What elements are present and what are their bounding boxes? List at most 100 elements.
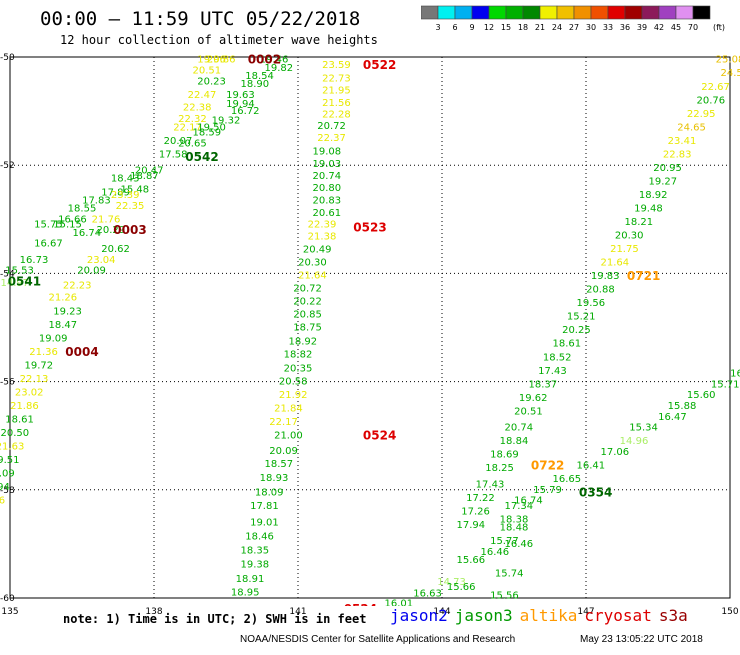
swh-value: 25.08 — [716, 55, 740, 66]
swh-value: 16.74 — [72, 228, 101, 239]
swh-value: 19.32 — [212, 115, 241, 126]
y-tick-label: -56 — [0, 378, 15, 388]
x-tick-label: 147 — [577, 607, 594, 617]
swh-value: 23.41 — [668, 136, 697, 147]
legend-swatch — [692, 5, 711, 20]
swh-value: 16.01 — [384, 598, 413, 609]
swh-value: 20.61 — [312, 208, 341, 219]
satellite-name-jason2: jason2 — [390, 606, 448, 625]
swh-value: 18.87 — [130, 171, 159, 182]
swh-value: 22.39 — [308, 220, 337, 231]
chart-subtitle: 12 hour collection of altimeter wave hei… — [60, 33, 378, 47]
swh-value: 14.96 — [620, 436, 649, 447]
swh-value: 19.94 — [0, 482, 10, 493]
swh-value: 15.66 — [456, 555, 485, 566]
swh-value: 18.69 — [490, 450, 519, 461]
swh-value: 20.80 — [312, 183, 341, 194]
swh-value: 15.34 — [629, 423, 658, 434]
swh-value: 19.96 — [197, 55, 226, 66]
swh-value: 21.56 — [322, 98, 351, 109]
swh-value: 20.88 — [586, 285, 615, 296]
swh-value: 23.39 — [111, 190, 140, 201]
swh-value: 18.47 — [48, 320, 77, 331]
legend-tick: 3 — [435, 23, 440, 32]
pass-label: 0542 — [185, 150, 218, 164]
swh-value: 20.85 — [293, 310, 322, 321]
swh-value: 20.74 — [504, 423, 533, 434]
legend-tick: 30 — [586, 23, 596, 32]
swh-value: 19.72 — [24, 360, 53, 371]
plot-frame — [9, 56, 731, 599]
legend-tick: 21 — [535, 23, 545, 32]
legend-tick: 36 — [620, 23, 630, 32]
swh-value: 21.75 — [610, 244, 639, 255]
swh-value: 18.92 — [288, 337, 317, 348]
swh-value: 19.94 — [226, 99, 255, 110]
swh-value: 18.52 — [543, 352, 572, 363]
legend-swatch — [556, 5, 575, 20]
swh-value: 20.83 — [312, 195, 341, 206]
swh-value: 15.71 — [711, 379, 740, 390]
swh-value: 20.62 — [101, 244, 130, 255]
swh-value: 21.00 — [274, 431, 303, 442]
swh-value: 23.04 — [87, 255, 116, 266]
swh-value: 16.46 — [504, 539, 533, 550]
pass-label: 0524 — [344, 602, 377, 616]
swh-value: 20.51 — [192, 66, 221, 77]
swh-value: 20.74 — [312, 171, 341, 182]
swh-value: 17.22 — [466, 493, 495, 504]
swh-value: 14.73 — [437, 577, 466, 588]
y-tick-label: -60 — [0, 594, 15, 604]
swh-value: 20.76 — [696, 95, 725, 106]
swh-value: 15.66 — [447, 582, 476, 593]
swh-value: 15.75 — [34, 220, 63, 231]
swh-value: 18.91 — [236, 574, 265, 585]
legend-tick: 6 — [452, 23, 457, 32]
swh-value: 23.02 — [15, 387, 44, 398]
swh-value: 18.43 — [111, 174, 140, 185]
swh-value: 21.26 — [48, 293, 77, 304]
legend-tick: 15 — [501, 23, 511, 32]
legend-tick: 42 — [654, 23, 664, 32]
pass-label: 0524 — [363, 429, 396, 443]
swh-value: 17.58 — [159, 149, 188, 160]
legend-swatch — [658, 5, 677, 20]
legend-swatch — [641, 5, 660, 20]
swh-value: 20.49 — [303, 245, 332, 256]
legend-svg: 3 6 9 12 15 18 21 24 27 30 33 36 39 42 45 70 (ft) — [420, 5, 725, 32]
swh-value: 20.30 — [615, 231, 644, 242]
swh-value: 16.73 — [20, 255, 49, 266]
swh-value: 20.72 — [317, 121, 346, 132]
swh-value: 20.22 — [293, 297, 322, 308]
swh-value: 19.48 — [634, 203, 663, 214]
swh-value: 17.06 — [600, 447, 629, 458]
swh-value: 18.48 — [500, 523, 529, 534]
x-tick-label: 135 — [1, 607, 18, 617]
swh-value: 17.43 — [538, 366, 567, 377]
swh-value: 16.65 — [552, 474, 581, 485]
swh-value: 22.38 — [183, 102, 212, 113]
swh-value: 17.81 — [250, 501, 279, 512]
swh-value: 22.67 — [701, 82, 730, 93]
swh-value: 22.73 — [322, 74, 351, 85]
legend-tick: 18 — [518, 23, 528, 32]
legend-swatch — [539, 5, 558, 20]
swh-value: 19.38 — [240, 559, 269, 570]
color-legend: 3 6 9 12 15 18 21 24 27 30 33 36 39 42 45 70 (ft) — [420, 5, 737, 35]
satellite-legend: jason2 jason3 altika cryosat s3a — [390, 606, 695, 625]
swh-value: 19.62 — [519, 393, 548, 404]
swh-value: 22.37 — [317, 133, 346, 144]
swh-value: 16.63 — [413, 589, 442, 600]
swh-value: 21.36 — [29, 347, 58, 358]
legend-tick: 9 — [469, 23, 474, 32]
swh-value: 15.79 — [533, 485, 562, 496]
legend-swatch — [454, 5, 473, 20]
swh-value: 21.38 — [308, 232, 337, 243]
swh-value: 22.13 — [20, 374, 49, 385]
swh-value: 18.35 — [240, 545, 269, 556]
swh-value: 17.26 — [461, 506, 490, 517]
swh-value: 16.41 — [576, 460, 605, 471]
swh-value: 20.23 — [197, 76, 226, 87]
legend-tick: 70 — [688, 23, 698, 32]
